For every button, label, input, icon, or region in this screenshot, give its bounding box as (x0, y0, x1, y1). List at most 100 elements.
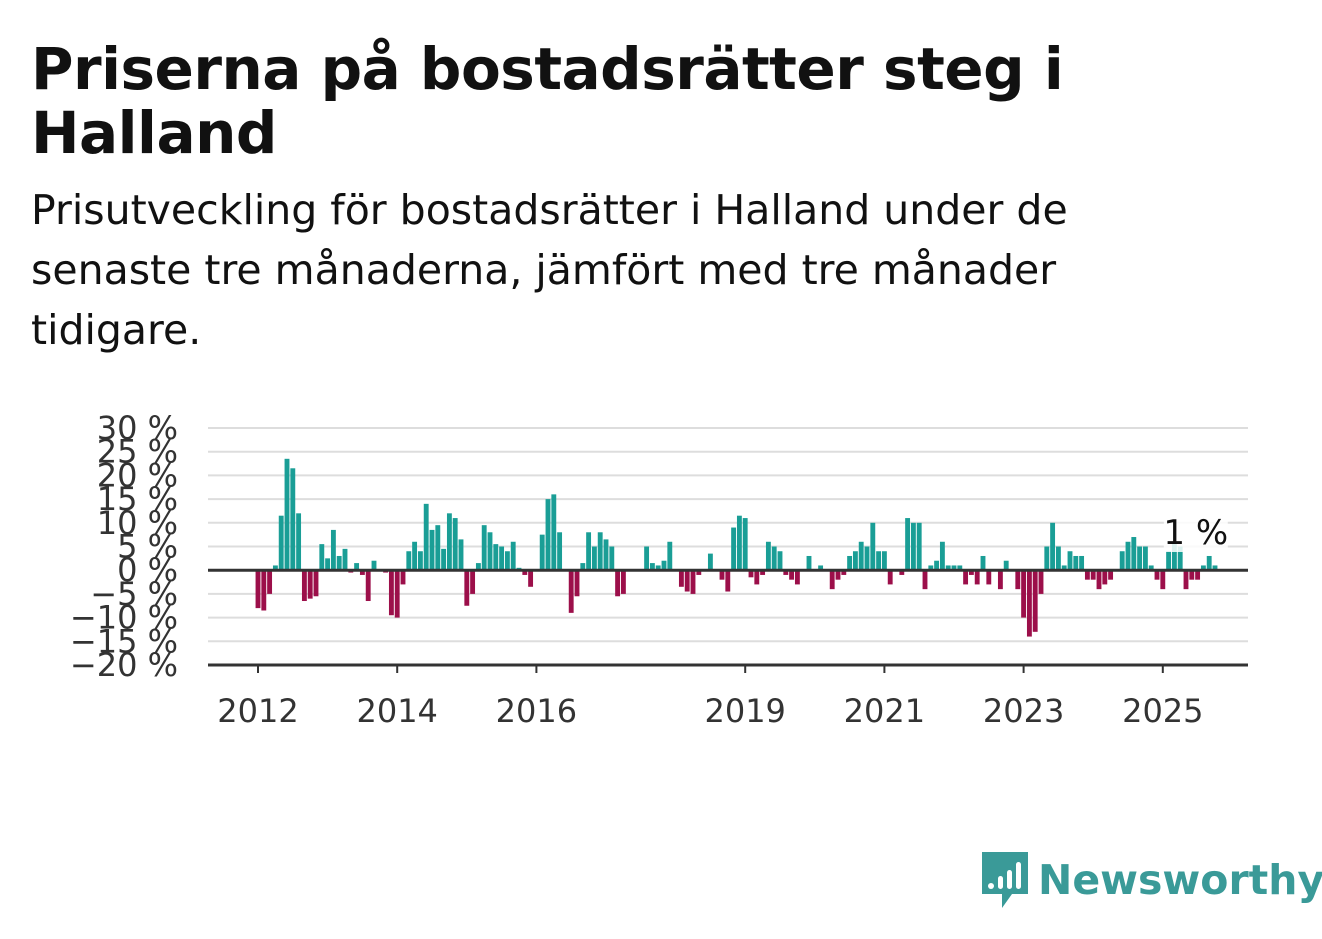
y-tick-label: 30 % (97, 409, 178, 447)
bar (325, 558, 331, 571)
bar (1084, 570, 1090, 580)
bar (307, 570, 313, 599)
bar (1189, 570, 1195, 580)
newsworthy-logo: Newsworthy (980, 850, 1322, 910)
bar (522, 570, 528, 575)
bar (620, 570, 626, 594)
bar (528, 570, 534, 587)
bar (354, 563, 360, 571)
bar (539, 534, 545, 571)
bar (499, 546, 505, 571)
bar (1119, 551, 1125, 571)
bar (1195, 570, 1201, 580)
newsworthy-chart-icon (982, 852, 1028, 908)
bar (783, 570, 789, 575)
bar (458, 539, 464, 571)
bar (481, 525, 487, 571)
annotation-bg (1163, 510, 1228, 552)
bar (934, 560, 940, 571)
bar (997, 570, 1003, 590)
bar (899, 570, 905, 575)
bar (847, 555, 853, 571)
bar (429, 529, 435, 571)
bar (603, 539, 609, 571)
bar (342, 548, 348, 571)
bar (330, 529, 336, 571)
bar (678, 570, 684, 587)
axes (208, 568, 1248, 673)
bar (1200, 565, 1206, 571)
bar (1044, 546, 1050, 571)
y-tick-label: 25 % (97, 433, 178, 471)
bar (771, 546, 777, 571)
x-tick-label: 2025 (1122, 692, 1203, 730)
bar (1131, 537, 1137, 571)
bar (1067, 551, 1073, 571)
bar (910, 522, 916, 571)
bar (644, 546, 650, 571)
bar (951, 565, 957, 571)
y-tick-label: 5 % (117, 528, 178, 566)
bar (667, 541, 673, 571)
bar (887, 570, 893, 585)
bar (1137, 546, 1143, 571)
y-axis-labels: 30 %25 %20 %15 %10 %5 %0 %−5 %−10 %−15 %… (70, 409, 178, 684)
y-tick-label: −10 % (70, 599, 178, 637)
bar (922, 570, 928, 590)
bar (655, 565, 661, 571)
bar (423, 503, 429, 571)
bar (742, 518, 748, 571)
bar (580, 563, 586, 571)
bar (1050, 522, 1056, 571)
x-tick-label: 2019 (704, 692, 785, 730)
bar (905, 518, 911, 571)
bar (835, 570, 841, 580)
bar (1038, 570, 1044, 594)
bar (487, 532, 493, 571)
bar (446, 513, 452, 571)
bar (267, 570, 273, 594)
bar (475, 563, 481, 571)
x-tick-label: 2016 (496, 692, 577, 730)
y-tick-label: −20 % (70, 646, 178, 684)
chart-title: Priserna på bostadsrätter steg i Halland (31, 35, 1064, 167)
bar (301, 570, 307, 602)
bar (464, 570, 470, 606)
y-tick-label: 20 % (97, 456, 178, 494)
bar (841, 570, 847, 575)
bar (1090, 570, 1096, 580)
bar (696, 570, 702, 575)
x-tick-label: 2023 (983, 692, 1064, 730)
bar (829, 570, 835, 590)
y-tick-label: −5 % (90, 575, 178, 613)
bar (928, 565, 934, 571)
bar (870, 522, 876, 571)
bar (818, 565, 824, 571)
bar (284, 458, 290, 571)
bar (1061, 565, 1067, 571)
bar (412, 541, 418, 571)
bar (504, 551, 510, 571)
bars (255, 458, 1218, 637)
bar (789, 570, 795, 580)
bar (864, 546, 870, 571)
bar (852, 551, 858, 571)
bar (1032, 570, 1038, 632)
bar (1026, 570, 1032, 637)
bar (296, 513, 302, 571)
y-tick-label: 15 % (97, 480, 178, 518)
bar (359, 570, 365, 575)
bar (1206, 555, 1212, 571)
bar (319, 544, 325, 571)
bar (684, 570, 690, 592)
bar (939, 541, 945, 571)
bar (255, 570, 261, 609)
bar (574, 570, 580, 597)
bar (1212, 565, 1218, 571)
y-tick-label: 0 % (117, 551, 178, 589)
bar (435, 525, 441, 571)
bar (1183, 570, 1189, 590)
annotation-label: 1 % (1163, 513, 1228, 553)
bar (1079, 555, 1085, 571)
bar (336, 555, 342, 571)
